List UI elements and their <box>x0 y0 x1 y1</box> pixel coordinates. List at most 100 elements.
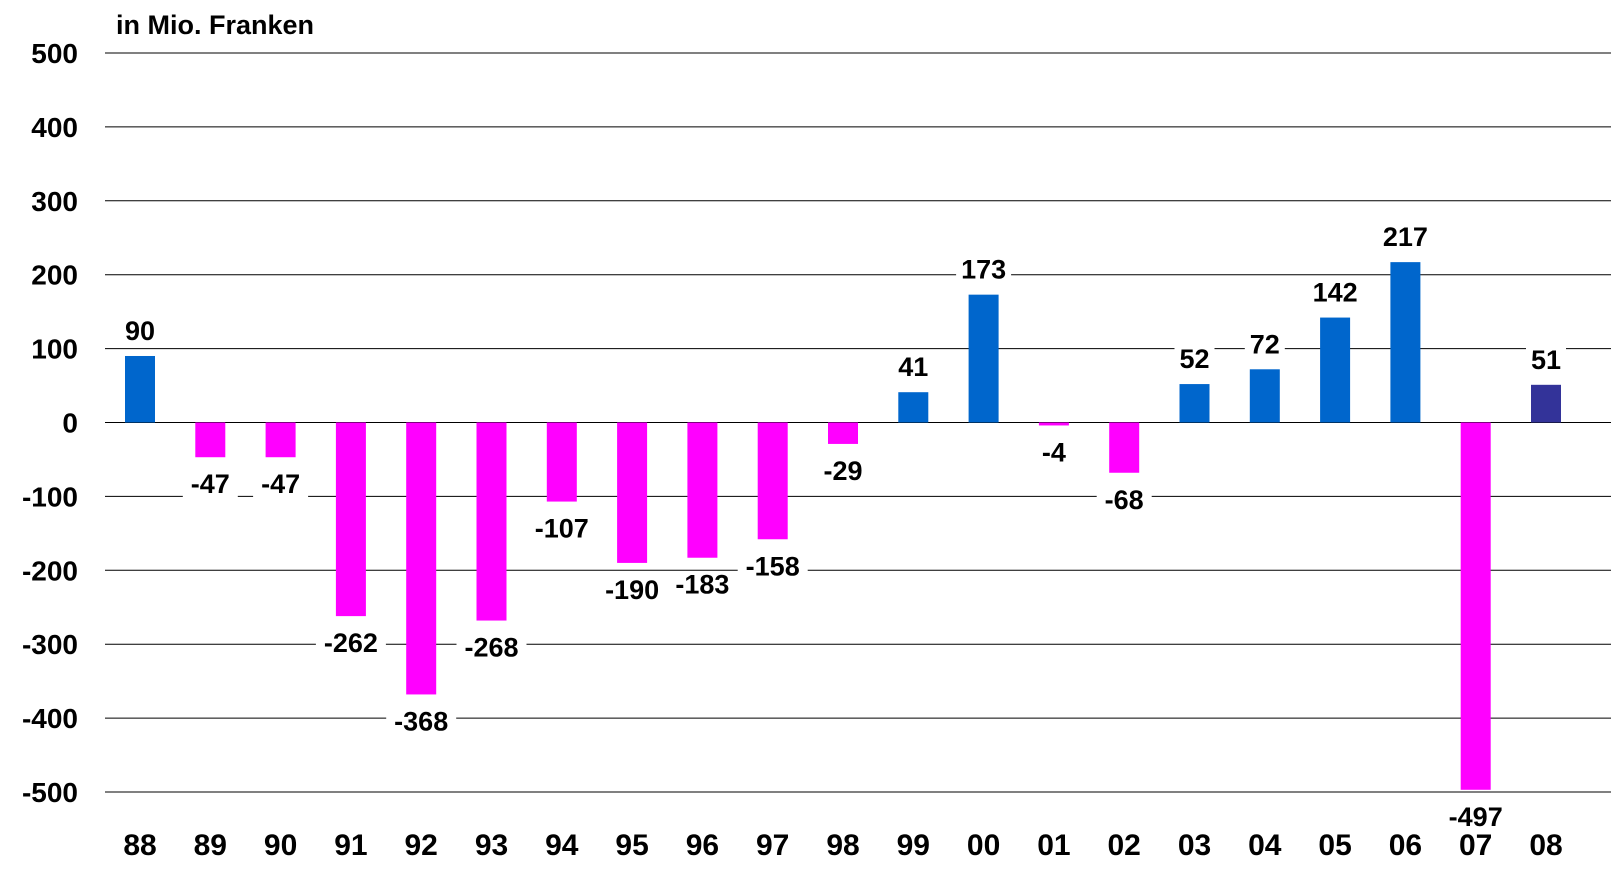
data-label: -68 <box>1105 485 1144 515</box>
x-tick-label: 97 <box>756 829 789 862</box>
data-label: -29 <box>823 456 862 486</box>
x-tick-label: 96 <box>686 829 719 862</box>
bar <box>1460 422 1491 790</box>
x-tick-label: 02 <box>1108 829 1141 862</box>
x-tick-label: 00 <box>967 829 1000 862</box>
data-label: 142 <box>1313 278 1358 308</box>
data-label-bg <box>1174 346 1215 375</box>
data-label: -47 <box>191 469 230 499</box>
data-label-bg <box>956 256 1012 285</box>
data-label-bg <box>1526 346 1566 375</box>
x-tick-label: 93 <box>475 829 508 862</box>
data-label-bg <box>1096 486 1152 515</box>
data-label-bg <box>456 634 527 663</box>
x-tick-labels: 88 89 90 91 92 93 94 95 96 97 98 99 00 01 02 03 04 05 06 07… <box>123 829 1562 862</box>
y-tick-label: 200 <box>31 260 78 291</box>
bar <box>406 422 437 695</box>
data-label: -262 <box>324 628 378 658</box>
bar <box>125 355 155 423</box>
data-label-bg <box>667 571 738 600</box>
bar <box>476 422 507 621</box>
y-tick-label: 400 <box>31 112 78 143</box>
bar <box>687 422 718 558</box>
y-tick-label: 100 <box>31 334 78 365</box>
bar <box>1531 384 1561 423</box>
y-tick-label: 300 <box>31 186 78 217</box>
bar <box>968 294 999 423</box>
y-axis-label: in Mio. Franken <box>116 10 314 40</box>
bar <box>265 422 296 458</box>
y-tick-label: -200 <box>22 555 78 586</box>
data-label-bg <box>315 630 386 659</box>
data-label: 90 <box>125 316 155 346</box>
bar <box>546 422 577 502</box>
data-label: 217 <box>1383 222 1428 252</box>
x-tick-label: 07 <box>1459 829 1492 862</box>
y-tick-label: -500 <box>22 777 78 808</box>
y-tick-label: -400 <box>22 703 78 734</box>
x-tick-label: 90 <box>264 829 297 862</box>
y-tick-labels: 500 400 300 200 100 0 -100 -200 -300 -400 -500 <box>22 38 78 808</box>
x-tick-label: 92 <box>405 829 438 862</box>
data-label: -47 <box>261 469 300 499</box>
bar <box>828 422 858 444</box>
data-label-bg <box>526 515 597 544</box>
x-tick-label: 99 <box>897 829 930 862</box>
data-label: -190 <box>605 575 659 605</box>
x-tick-label: 94 <box>545 829 579 862</box>
data-label-bg <box>1307 279 1363 308</box>
data-label: -107 <box>535 514 589 544</box>
data-label-bg <box>182 471 238 500</box>
x-tick-label: 95 <box>615 829 648 862</box>
bar <box>617 422 648 563</box>
bar <box>1109 422 1140 473</box>
bar <box>1179 384 1210 423</box>
data-label: -268 <box>464 633 518 663</box>
data-label: 41 <box>898 352 928 382</box>
data-label: 173 <box>961 255 1006 285</box>
y-tick-label: 500 <box>31 38 78 69</box>
bar <box>1038 422 1069 426</box>
data-label: -368 <box>394 706 448 736</box>
data-label: -158 <box>746 551 800 581</box>
x-tick-label: 03 <box>1178 829 1211 862</box>
data-label-bg <box>815 457 871 486</box>
bar <box>1390 262 1421 423</box>
x-tick-label: 06 <box>1389 829 1422 862</box>
x-tick-label: 89 <box>194 829 227 862</box>
data-label: 51 <box>1531 345 1561 375</box>
bar <box>1320 317 1351 423</box>
x-tick-label: 98 <box>826 829 859 862</box>
bar <box>1249 369 1280 423</box>
data-label-bg <box>737 553 808 582</box>
bar <box>898 392 929 423</box>
data-label-bg <box>1440 803 1511 832</box>
y-tick-label: 0 <box>62 408 78 439</box>
x-tick-label: 01 <box>1037 829 1070 862</box>
data-label-bg <box>1377 224 1433 253</box>
bar <box>335 422 366 617</box>
data-label: 72 <box>1250 329 1280 359</box>
data-label: 52 <box>1179 344 1209 374</box>
data-label-bg <box>1244 331 1285 360</box>
x-tick-label: 08 <box>1529 829 1562 862</box>
data-label-bg <box>597 576 668 605</box>
data-label-bg <box>120 317 160 346</box>
data-label-bg <box>1033 439 1074 468</box>
y-tick-label: -100 <box>22 481 78 512</box>
data-label-bg <box>893 354 934 383</box>
x-tick-label: 05 <box>1318 829 1351 862</box>
bar <box>757 422 788 540</box>
x-tick-label: 88 <box>123 829 156 862</box>
data-label: -183 <box>675 570 729 600</box>
x-tick-label: 04 <box>1248 829 1282 862</box>
data-label: -497 <box>1449 802 1503 832</box>
bar <box>195 422 226 458</box>
bars <box>125 262 1561 790</box>
data-labels: 90 -47 -47 -262 -368 -268 -107 -190 -183 -158 -29 4… <box>120 222 1566 832</box>
data-label-bg <box>386 708 457 737</box>
x-tick-label: 91 <box>334 829 367 862</box>
data-label-bg <box>253 471 309 500</box>
data-label: -4 <box>1042 437 1066 467</box>
